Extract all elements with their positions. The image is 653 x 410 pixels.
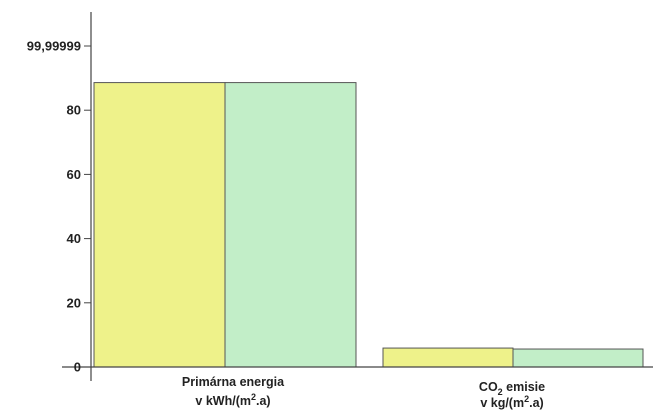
category-label-0-line1: Primárna energia [182, 375, 285, 389]
bar-series1-cat0 [224, 82, 357, 368]
category-label-0-line2-suffix: .a) [256, 394, 271, 408]
bar-series1-cat1 [512, 348, 644, 368]
category-label-0-line2: v kWh/(m2.a) [195, 392, 270, 408]
y-tick-label-0: 0 [74, 360, 81, 375]
category-label-1-line1: CO2 emisie [479, 380, 545, 397]
category-label-0-line2-prefix: v kWh/(m [195, 394, 251, 408]
category-label-1-line2-suffix: .a) [529, 396, 544, 410]
category-label-1-line1-suffix: emisie [503, 380, 545, 394]
category-label-1-line1-prefix: CO [479, 380, 498, 394]
category-label-1-line2-sup: 2 [524, 394, 529, 404]
y-ticks-group: 0 20 40 60 80 99,99999 [27, 39, 91, 375]
bar-series0-cat1 [382, 347, 514, 368]
category-label-0-line1-text: Primárna energia [182, 375, 285, 389]
bar-series0-cat0 [93, 82, 226, 368]
category-label-1-line2-prefix: v kg/(m [480, 396, 524, 410]
y-tick-label-4: 80 [67, 103, 81, 118]
y-tick-label-1: 20 [67, 295, 81, 310]
category-label-1-line2: v kg/(m2.a) [480, 394, 543, 410]
x-labels-group: Primárna energia v kWh/(m2.a) CO2 emisie… [182, 375, 545, 410]
bars-group [93, 82, 644, 368]
y-tick-label-2: 40 [67, 231, 81, 246]
category-label-1-line1-sub: 2 [498, 387, 503, 397]
y-tick-label-3: 60 [67, 167, 81, 182]
axes-group [62, 12, 653, 381]
y-tick-label-5: 99,99999 [27, 39, 81, 54]
category-label-0-line2-sup: 2 [251, 392, 256, 402]
